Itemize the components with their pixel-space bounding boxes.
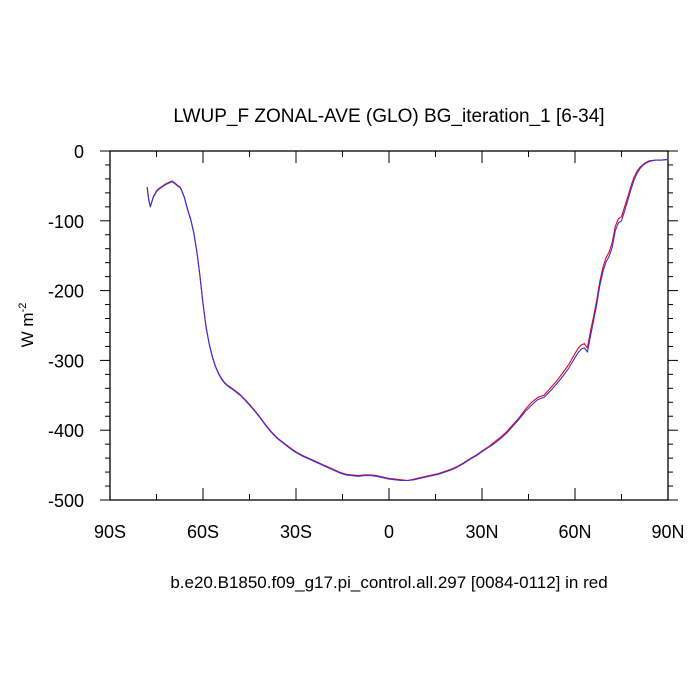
y-axis-label-main: W m bbox=[18, 312, 37, 347]
x-tick-label: 60N bbox=[558, 522, 591, 542]
y-tick-label: -500 bbox=[48, 491, 84, 511]
y-tick-label: -400 bbox=[48, 421, 84, 441]
axis-ticks bbox=[100, 150, 678, 501]
plot-frame bbox=[109, 150, 669, 501]
x-tick-label: 90S bbox=[94, 522, 126, 542]
y-axis-label-superscript: -2 bbox=[17, 303, 29, 313]
y-tick-label: -200 bbox=[48, 282, 84, 302]
series-line-red bbox=[146, 158, 669, 482]
y-tick-label: 0 bbox=[74, 142, 84, 162]
x-tick-label: 90N bbox=[651, 522, 684, 542]
y-tick-labels: 0 -100 -200 -300 -400 -500 bbox=[48, 142, 84, 511]
x-tick-labels: 90S 60S 30S 0 30N 60N 90N bbox=[94, 522, 685, 542]
y-tick-label: -100 bbox=[48, 212, 84, 232]
chart-title: LWUP_F ZONAL-AVE (GLO) BG_iteration_1 [6… bbox=[173, 106, 604, 127]
series-line-blue bbox=[146, 158, 669, 482]
x-tick-label: 30N bbox=[465, 522, 498, 542]
y-axis-label: W m-2 bbox=[17, 303, 37, 348]
x-tick-label: 60S bbox=[187, 522, 219, 542]
x-tick-label: 30S bbox=[280, 522, 312, 542]
y-tick-label: -300 bbox=[48, 351, 84, 371]
x-tick-label: 0 bbox=[384, 522, 394, 542]
chart-caption: b.e20.B1850.f09_g17.pi_control.all.297 [… bbox=[170, 573, 607, 592]
data-series bbox=[146, 158, 669, 482]
